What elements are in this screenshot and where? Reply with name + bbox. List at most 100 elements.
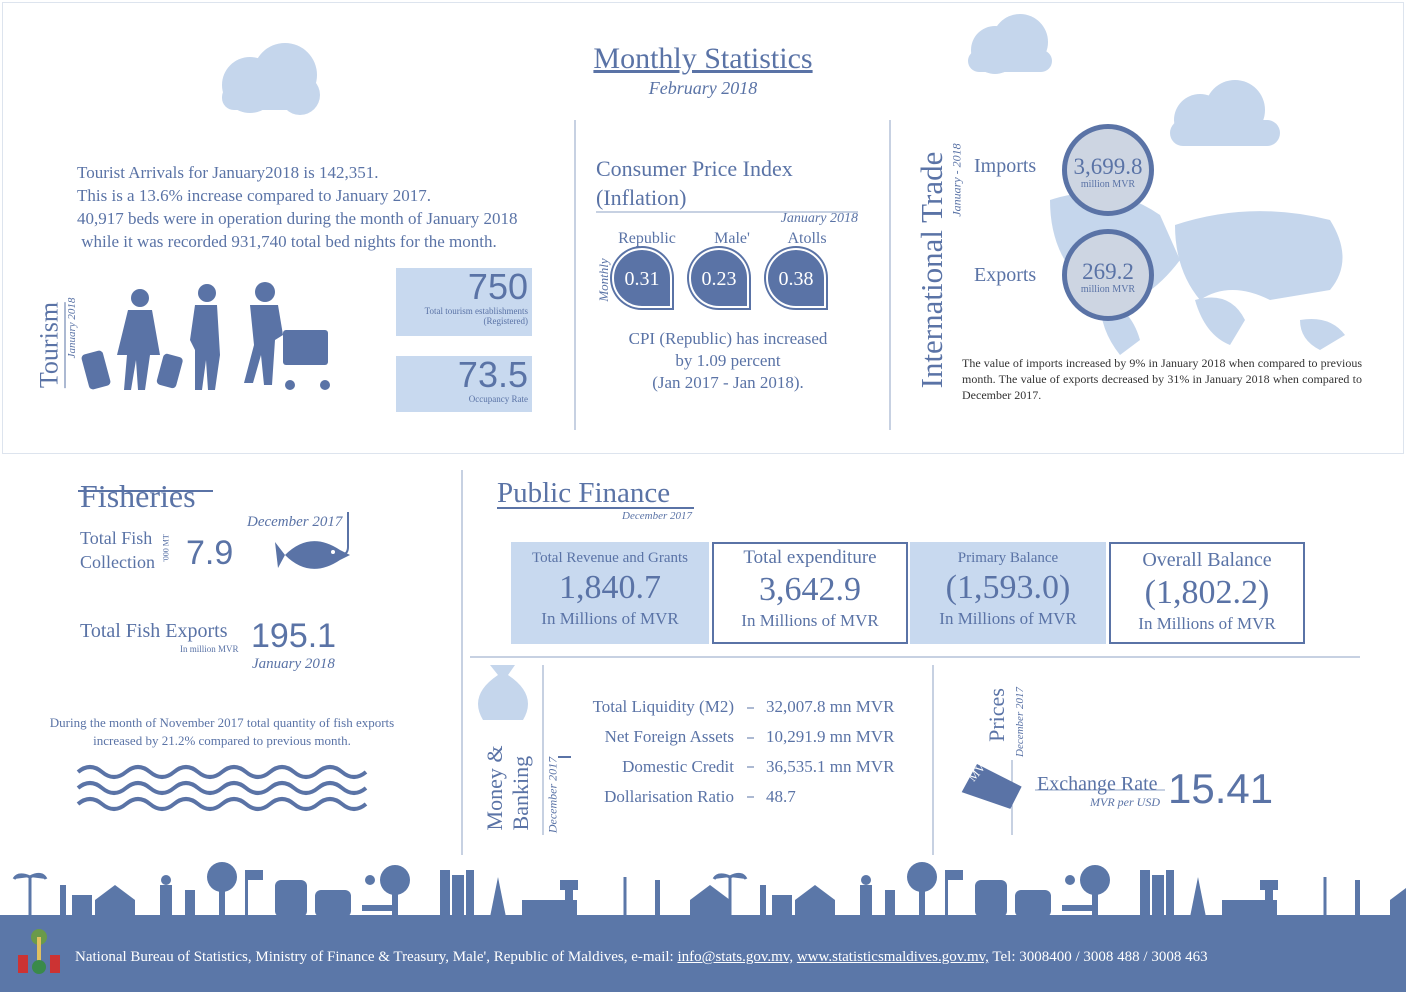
pf-label: Overall Balance [1142, 549, 1272, 571]
cpi-label: Male' [714, 230, 750, 247]
cpi-title: Consumer Price Index (Inflation) [596, 154, 793, 212]
mb-period: December 2017 [545, 756, 560, 834]
text-line: During the month of November 2017 total … [49, 715, 395, 730]
trade-value: 269.2 [1082, 259, 1134, 284]
exchange-label: Exchange Rate [1037, 773, 1158, 795]
text-line: increased by 21.2% compared to previous … [93, 733, 351, 748]
email-link[interactable]: info@stats.gov.mv, [677, 949, 794, 965]
mb-label: Domestic Credit [622, 757, 734, 776]
exchange-value: 15.41 [1168, 765, 1274, 812]
cpi-frequency: Monthly [596, 258, 611, 302]
bottom-decorations [76, 470, 1360, 855]
trade-circle: 269.2 million MVR [1062, 229, 1154, 321]
title-line: Money & [482, 745, 507, 831]
cpi-label: Republic [618, 230, 676, 247]
prices-title: Prices [984, 688, 1009, 742]
text-line: by 1.09 percent [675, 351, 781, 370]
tourism-title: Tourism [34, 301, 66, 389]
trade-circle: 3,699.8 million MVR [1062, 124, 1154, 216]
top-panel [2, 2, 1404, 454]
footer-org: National Bureau of Statistics, Ministry … [75, 949, 674, 965]
mb-value: 36,535.1 mn MVR [766, 757, 895, 776]
cpi-drop: 0.38 [766, 248, 826, 308]
cpi-title-line: Consumer Price Index [596, 156, 793, 181]
prices-period: December 2017 [1014, 687, 1026, 757]
cpi-label: Atolls [787, 230, 827, 247]
skyline [12, 860, 1406, 917]
mb-labels: Total Liquidity (M2) Net Foreign Assets … [560, 692, 734, 812]
collection-label: Total Fish Collection [80, 526, 155, 574]
tourism-text: Tourist Arrivals for January2018 is 142,… [77, 161, 518, 253]
stat-label: Occupancy Rate [468, 394, 528, 404]
exports-unit: In million MVR [180, 644, 239, 654]
collection-value: 7.9 [186, 534, 234, 572]
stat-box: 750 Total tourism establishments (Regist… [396, 268, 532, 336]
trade-title: International Trade [914, 151, 949, 389]
pf-unit: In Millions of MVR [541, 609, 679, 628]
pf-box: Primary Balance (1,593.0) In Millions of… [910, 542, 1106, 644]
trade-text: The value of imports increased by 9% in … [962, 356, 1362, 402]
pf-title: Public Finance [497, 477, 671, 509]
cpi-drop: 0.31 [612, 248, 672, 308]
text-line: while it was recorded 931,740 total bed … [77, 232, 497, 251]
logo [18, 929, 60, 974]
trade-label: Exports [974, 264, 1037, 286]
footer-phone: Tel: 3008400 / 3008 488 / 3008 463 [992, 949, 1208, 965]
text-line: 40,917 beds were in operation during the… [77, 209, 518, 228]
tourism-period: January 2018 [66, 297, 78, 359]
website-link[interactable]: www.statisticsmaldives.gov.mv, [796, 949, 989, 965]
exports-value: 195.1 [251, 617, 337, 655]
pf-value: (1,802.2) [1144, 574, 1270, 611]
pf-label: Total expenditure [743, 547, 877, 568]
pf-box: Overall Balance (1,802.2) In Millions of… [1109, 542, 1305, 644]
stat-box: 73.5 Occupancy Rate [396, 356, 532, 412]
stat-value: 750 [467, 266, 528, 307]
stat-label: Total tourism establishments [424, 306, 528, 316]
text-line: CPI (Republic) has increased [628, 329, 828, 348]
mb-value: 10,291.9 mn MVR [766, 727, 895, 746]
pf-unit: In Millions of MVR [939, 609, 1077, 628]
label-line: Total Fish [80, 528, 153, 548]
pf-box: Total expenditure 3,642.9 In Millions of… [712, 542, 908, 644]
collection-unit: '000 MT [161, 534, 171, 562]
footer [0, 915, 1406, 992]
cpi-text: CPI (Republic) has increased by 1.09 per… [600, 328, 856, 394]
trade-label: Imports [974, 155, 1037, 177]
trade-unit: million MVR [1080, 284, 1136, 295]
exports-period: January 2018 [252, 656, 335, 672]
trade-period: January - 2018 [949, 143, 964, 217]
mb-value: 48.7 [766, 787, 796, 806]
mb-values: 32,007.8 mn MVR 10,291.9 mn MVR 36,535.1… [766, 692, 894, 812]
mb-value: 32,007.8 mn MVR [766, 697, 895, 716]
label-line: Collection [80, 552, 155, 572]
exchange-unit: MVR per USD [1090, 795, 1160, 809]
exports-label: Total Fish Exports [80, 620, 228, 642]
collection-period: December 2017 [247, 514, 343, 530]
mb-label: Net Foreign Assets [604, 727, 734, 746]
pf-value: 1,840.7 [559, 569, 661, 606]
title-line: Banking [508, 755, 533, 831]
mb-label: Total Liquidity (M2) [592, 697, 734, 716]
fisheries-title: Fisheries [80, 478, 196, 514]
pf-value: (1,593.0) [945, 569, 1071, 606]
pf-period: December 2017 [622, 510, 692, 522]
cpi-period: January 2018 [780, 211, 858, 226]
stat-value: 73.5 [457, 354, 528, 395]
pf-unit: In Millions of MVR [741, 611, 879, 630]
cpi-drop: 0.23 [689, 248, 749, 308]
pf-unit: In Millions of MVR [1138, 614, 1276, 633]
subtitle: February 2018 [648, 78, 758, 98]
text-line: This is a 13.6% increase compared to Jan… [77, 186, 432, 205]
pf-label: Total Revenue and Grants [532, 550, 688, 566]
trade-unit: million MVR [1080, 179, 1136, 190]
pf-value: 3,642.9 [759, 571, 861, 608]
footer-text: National Bureau of Statistics, Ministry … [75, 949, 1208, 966]
stat-note: (Registered) [483, 316, 528, 326]
separators [747, 707, 754, 798]
text-line: (Jan 2017 - Jan 2018). [652, 373, 804, 392]
mb-title: Money & Banking [482, 746, 534, 831]
text-line: Tourist Arrivals for January2018 is 142,… [77, 163, 379, 182]
pf-label: Primary Balance [957, 550, 1059, 566]
fisheries-text: During the month of November 2017 total … [20, 714, 424, 750]
